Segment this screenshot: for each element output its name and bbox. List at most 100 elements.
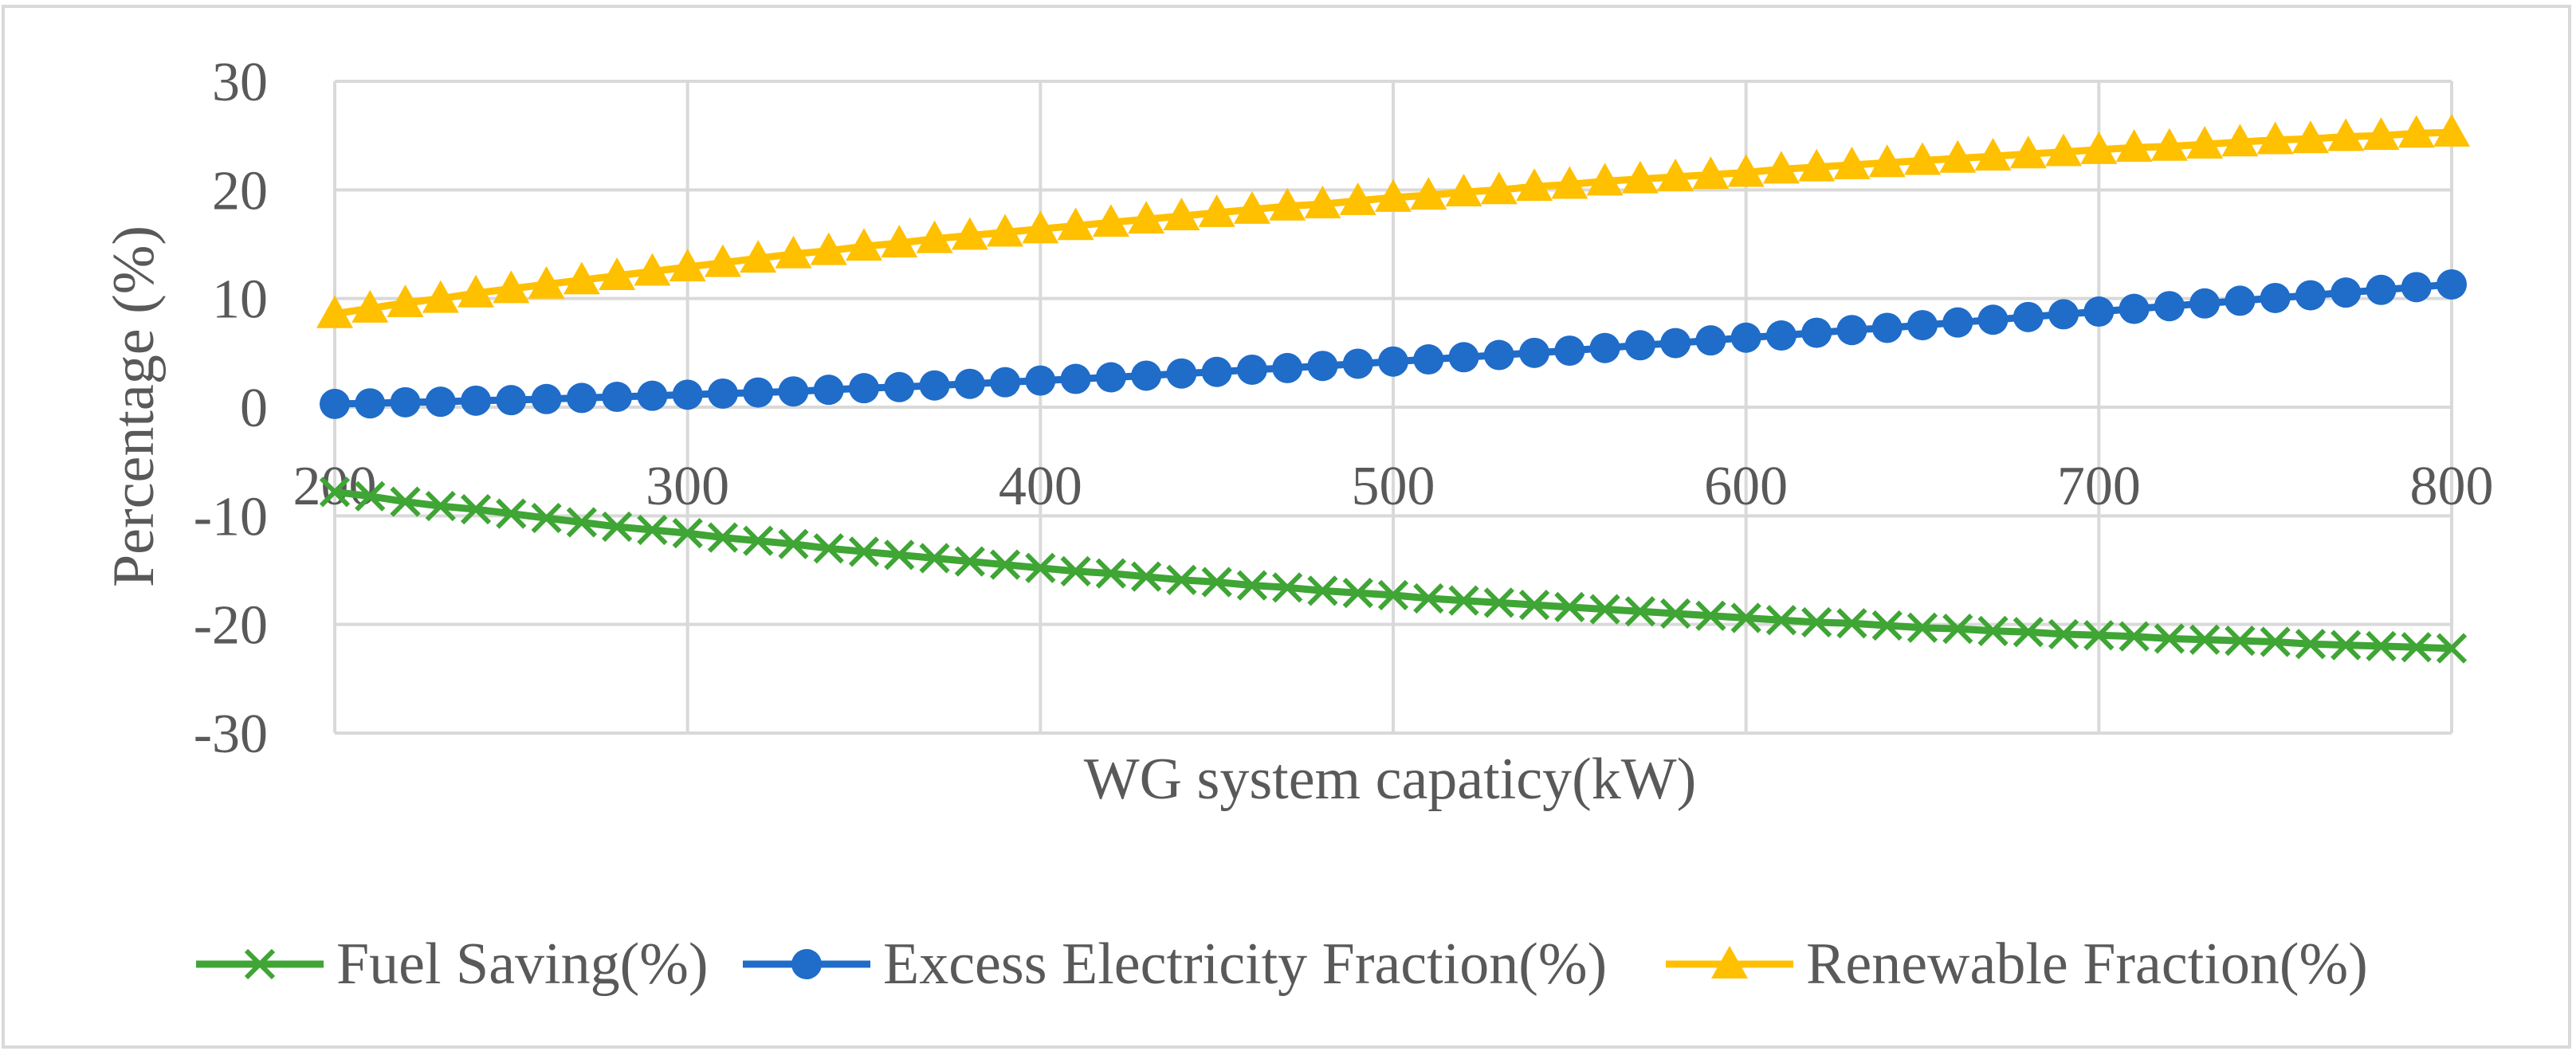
data-point [1730, 322, 1761, 353]
data-point [1092, 204, 1129, 237]
data-point [743, 525, 774, 556]
legend-item-0: Fuel Saving(%) [196, 931, 709, 997]
data-point [1765, 320, 1797, 351]
x-tick-label: 300 [646, 456, 729, 517]
series-markers [316, 114, 2470, 664]
legend-label: Excess Electricity Fraction(%) [883, 931, 1607, 997]
data-point [707, 378, 738, 409]
legend: Fuel Saving(%) Excess Electricity Fractio… [196, 931, 2368, 997]
data-point [1801, 317, 1832, 348]
data-point [916, 220, 953, 253]
data-point [425, 490, 456, 522]
data-point [531, 502, 562, 534]
data-point [2154, 291, 2185, 322]
data-point [2189, 624, 2221, 655]
data-point [1871, 312, 1903, 343]
data-point [2295, 280, 2326, 311]
y-tick-label: 30 [212, 52, 268, 113]
data-point [778, 528, 809, 559]
data-point [2083, 296, 2115, 327]
x-tick-labels: 200 300 400 500 600 700 800 [293, 456, 2494, 517]
data-point [1974, 138, 2012, 171]
data-point [1095, 558, 1126, 589]
y-tick-label: 0 [240, 378, 268, 439]
data-point [1483, 339, 1514, 371]
data-point [1131, 561, 1162, 592]
data-point [740, 240, 777, 273]
data-point [813, 375, 844, 406]
data-point [457, 274, 495, 308]
data-point [1519, 337, 1550, 368]
data-point [846, 228, 882, 261]
y-tick-labels: 30 20 10 0 -10 -20 -30 [194, 52, 268, 765]
series-markers-0 [319, 477, 2468, 664]
data-point [2436, 633, 2468, 664]
data-point [2331, 277, 2362, 308]
data-point [707, 522, 739, 553]
data-point [1060, 363, 1091, 394]
data-point [849, 373, 879, 404]
data-point [989, 549, 1021, 580]
data-point [1166, 358, 1197, 389]
data-point [2433, 114, 2470, 147]
x-tick-label: 500 [1352, 456, 1435, 517]
data-point [2366, 274, 2397, 305]
data-point [1939, 139, 1977, 173]
data-point [634, 253, 671, 286]
data-point [320, 388, 350, 419]
data-point [1375, 178, 1412, 212]
data-point [1692, 156, 1730, 190]
data-point [919, 543, 950, 574]
data-point [1198, 194, 1235, 227]
data-point [810, 232, 847, 265]
data-point [2080, 131, 2118, 164]
data-point [2154, 623, 2185, 654]
x-axis-title: WG system capaticy(kW) [1084, 747, 1696, 812]
data-point [1377, 579, 1409, 610]
data-point [775, 235, 812, 269]
data-point [1060, 555, 1091, 586]
chart-frame [2, 5, 2571, 1049]
data-point [637, 380, 668, 411]
data-point [422, 280, 459, 313]
data-point [1095, 362, 1126, 393]
data-point [1801, 606, 1832, 638]
legend-marker [244, 948, 276, 980]
data-point [1131, 360, 1162, 391]
data-point [2366, 630, 2397, 662]
data-point [2256, 121, 2294, 155]
data-point [778, 376, 809, 407]
data-point [496, 498, 527, 529]
data-point [1304, 186, 1341, 218]
data-point [1025, 552, 1056, 583]
series-markers-1 [320, 269, 2467, 419]
data-point [1907, 310, 1938, 341]
data-point [1378, 346, 1408, 377]
data-point [2401, 632, 2432, 663]
data-point [566, 382, 597, 414]
data-point [1660, 327, 1691, 359]
data-point [919, 370, 950, 401]
data-point [1904, 142, 1941, 175]
data-point [1977, 615, 2009, 646]
y-tick-label: 20 [212, 160, 268, 222]
data-point [1836, 608, 1867, 639]
data-point [2150, 127, 2188, 161]
data-point [460, 494, 492, 525]
series-markers-2 [316, 114, 2470, 328]
data-point [1624, 330, 1655, 361]
data-point [2260, 282, 2291, 313]
data-point [2083, 620, 2115, 651]
data-point [1022, 210, 1059, 244]
data-point [1871, 610, 1903, 641]
data-point [1272, 352, 1303, 383]
data-point [2362, 117, 2400, 151]
data-point [1762, 151, 1800, 184]
data-point [1163, 198, 1200, 230]
data-point [1589, 594, 1620, 625]
data-point [566, 507, 597, 538]
data-point [1201, 567, 1232, 598]
data-point [425, 386, 456, 418]
data-point [2189, 288, 2221, 319]
y-tick-label: -20 [194, 595, 268, 657]
